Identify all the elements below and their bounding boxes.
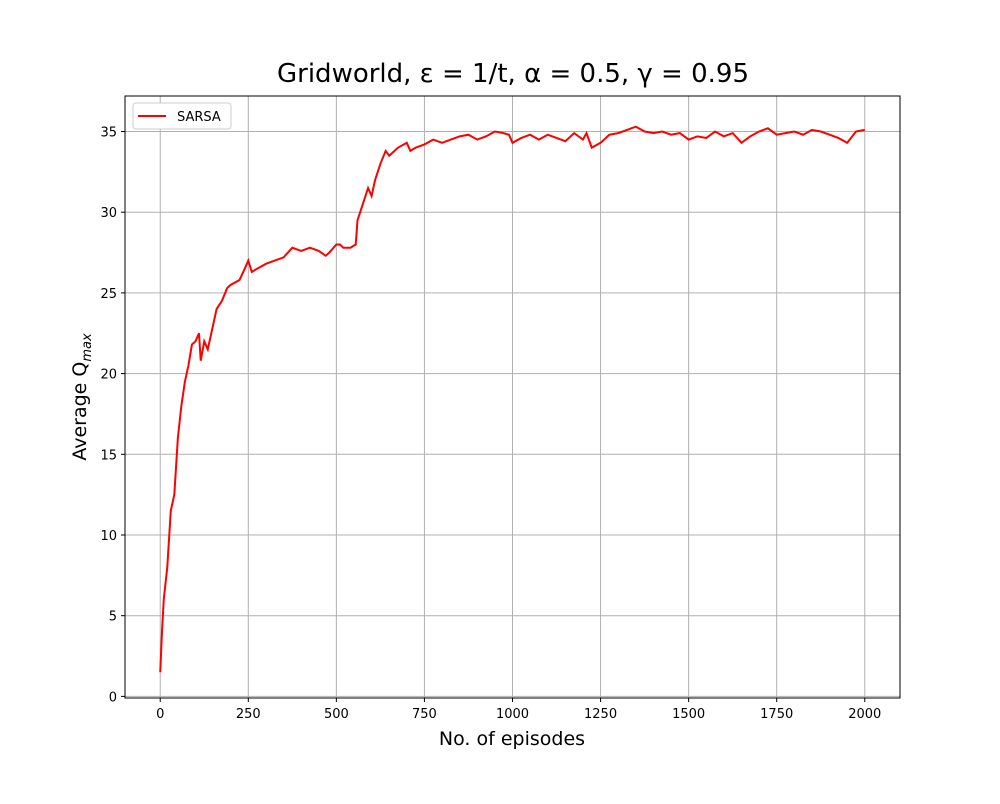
- chart-title: Gridworld, ε = 1/t, α = 0.5, γ = 0.95: [277, 59, 749, 89]
- x-tick-label: 500: [324, 707, 349, 722]
- y-label-sub: max: [80, 333, 95, 362]
- x-tick-label: 1000: [496, 707, 529, 722]
- legend-label: SARSA: [177, 110, 221, 125]
- y-tick-label: 20: [100, 368, 117, 383]
- y-tick-label: 0: [109, 690, 117, 705]
- y-label-main: Average Q: [69, 362, 91, 461]
- x-tick-label: 750: [412, 707, 437, 722]
- x-tick-label: 2000: [848, 707, 881, 722]
- y-tick-label: 25: [100, 287, 117, 302]
- x-tick-label: 1250: [584, 707, 617, 722]
- y-axis-label: Average Qmax: [69, 333, 95, 461]
- x-tick-label: 1750: [760, 707, 793, 722]
- y-tick-label: 35: [100, 126, 117, 141]
- y-tick-label: 30: [100, 206, 117, 221]
- y-tick-label: 10: [100, 529, 117, 544]
- legend-box: [132, 102, 232, 130]
- x-tick-label: 0: [156, 707, 164, 722]
- x-tick-label: 250: [236, 707, 261, 722]
- x-tick-label: 1500: [672, 707, 705, 722]
- x-axis-label: No. of episodes: [439, 728, 585, 750]
- y-tick-label: 15: [100, 448, 117, 463]
- legend: SARSA: [132, 102, 232, 130]
- line-series: [159, 125, 865, 673]
- y-tick-label: 5: [109, 610, 117, 625]
- plot-frame: [124, 95, 901, 699]
